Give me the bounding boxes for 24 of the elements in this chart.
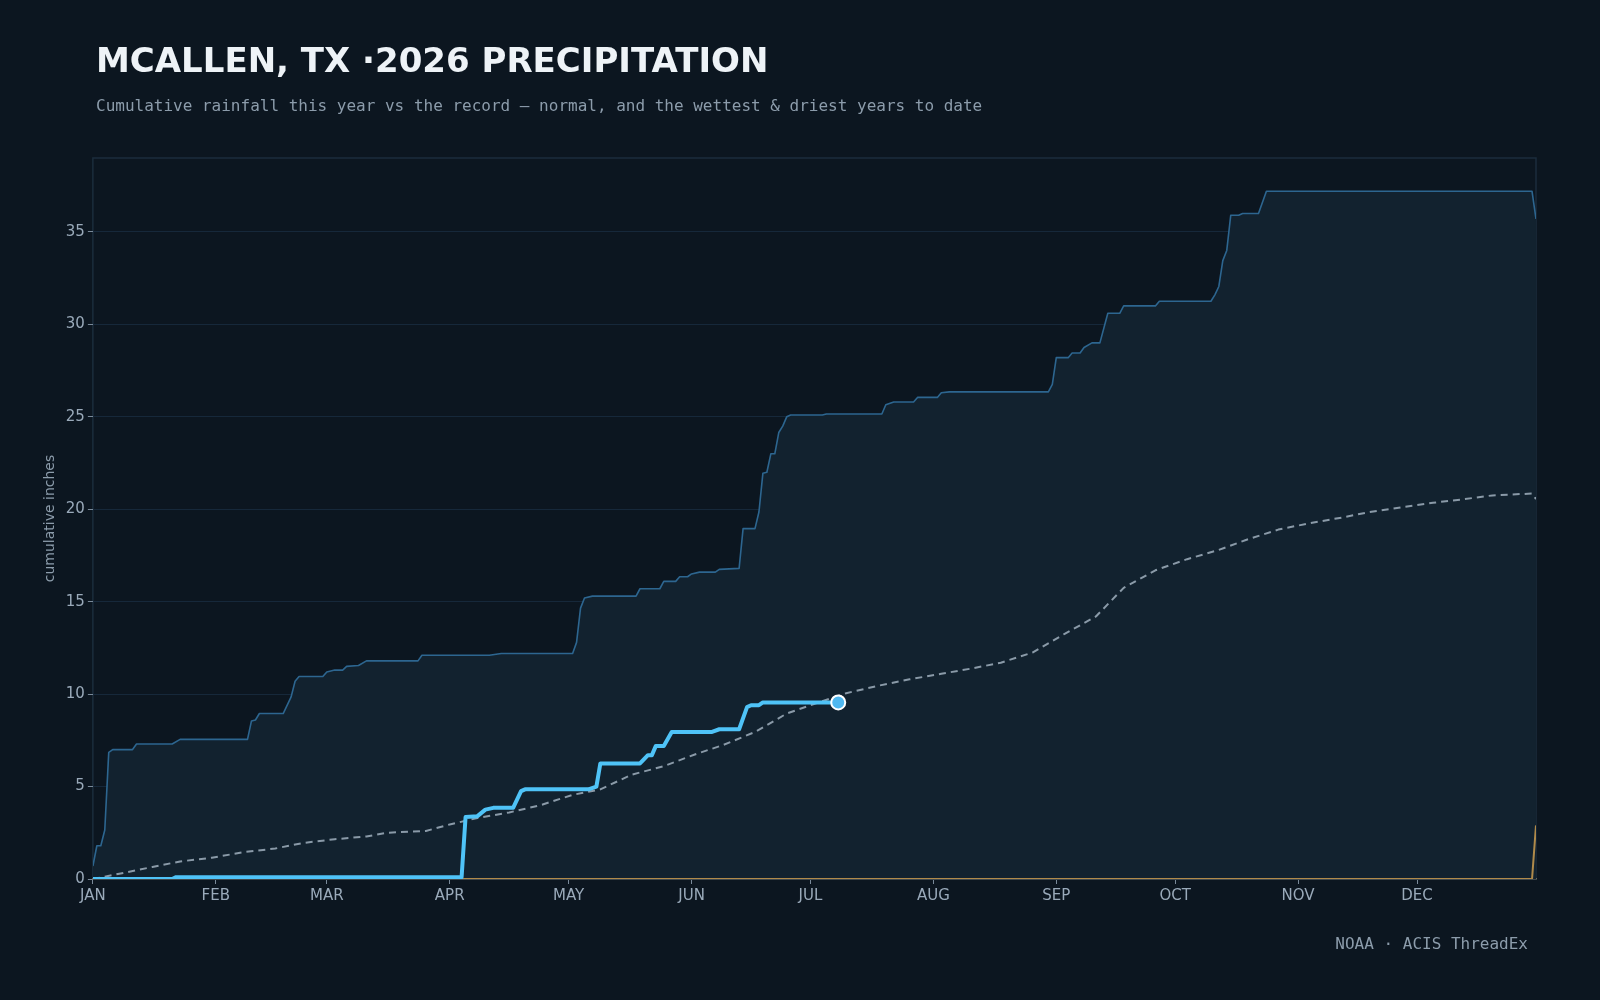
- y-tick-label: 25: [65, 406, 85, 425]
- x-tick-label: SEP: [1042, 885, 1071, 904]
- x-tick-label: JUL: [797, 885, 823, 904]
- y-tick-label: 15: [65, 591, 85, 610]
- x-tick-label: AUG: [916, 885, 950, 904]
- chart-subtitle: Cumulative rainfall this year vs the record — normal, and the wettest & driest years to date: [96, 96, 983, 115]
- y-tick-label: 10: [65, 684, 85, 703]
- y-tick-label: 0: [75, 868, 85, 887]
- y-axis-title: cumulative inches: [41, 454, 58, 583]
- y-tick-label: 35: [65, 221, 85, 240]
- x-tick-label: APR: [434, 885, 465, 904]
- x-tick-label: OCT: [1159, 885, 1192, 904]
- text: NOAA · ACIS ThreadEx: [1335, 934, 1528, 953]
- x-tick-label: NOV: [1281, 885, 1316, 904]
- y-tick-label: 5: [75, 776, 85, 795]
- x-tick-label: JUN: [677, 885, 705, 904]
- x-tick-label: FEB: [201, 885, 230, 904]
- y-tick-label: 20: [65, 499, 85, 518]
- x-tick-label: MAR: [309, 885, 344, 904]
- x-tick-label: DEC: [1401, 885, 1433, 904]
- chart-title: MCALLEN, TX ·2026 PRECIPITATION: [96, 40, 769, 80]
- y-tick-label: 30: [65, 314, 85, 333]
- x-tick-label: JAN: [79, 885, 106, 904]
- x-tick-label: MAY: [553, 885, 586, 904]
